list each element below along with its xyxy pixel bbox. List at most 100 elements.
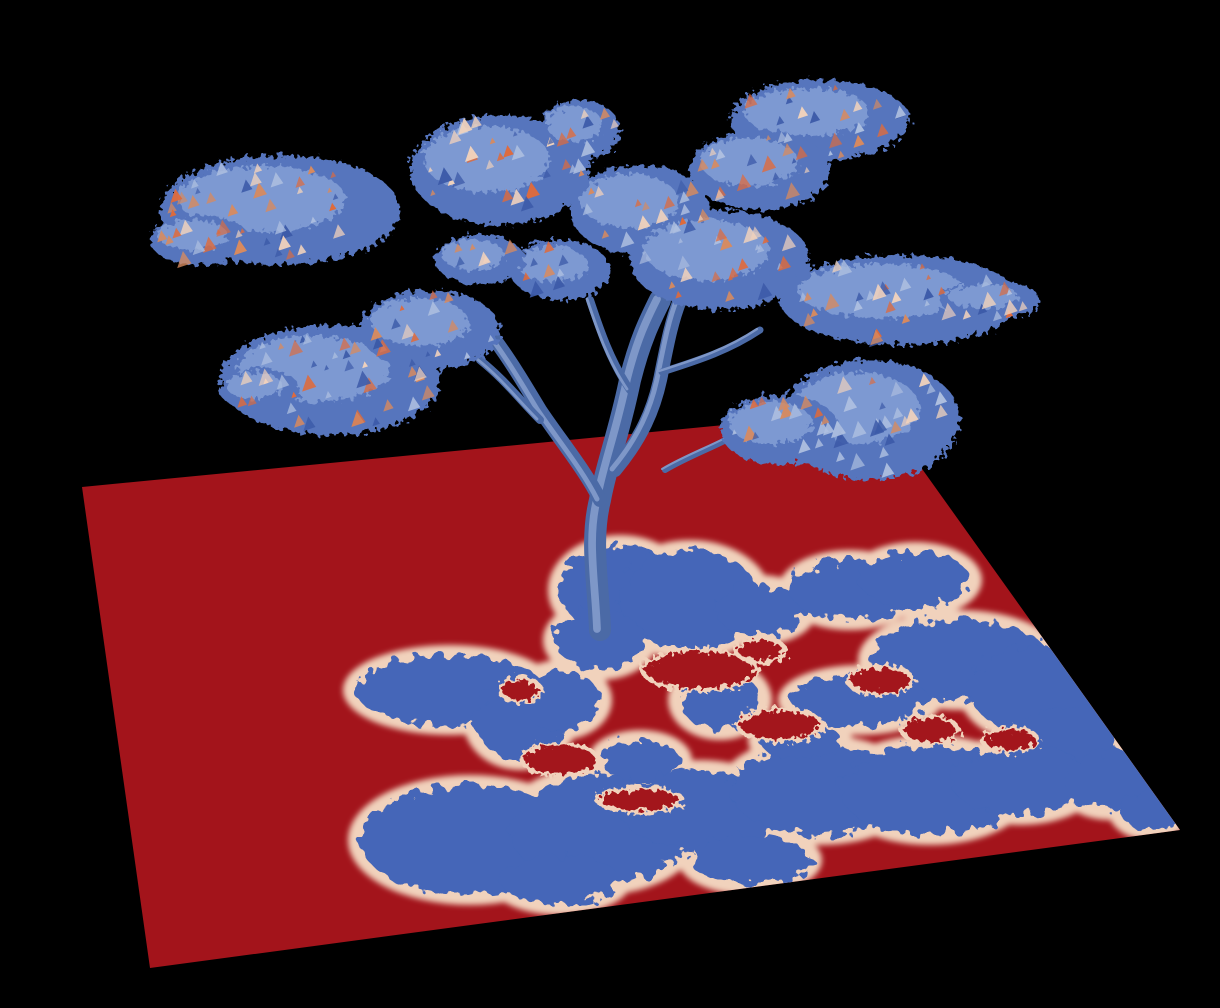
leaf-facet [837, 150, 845, 159]
leaf-facet [620, 231, 635, 248]
leaf-facet [520, 196, 534, 212]
foliage-lit-face [226, 372, 282, 399]
leaf-facet [924, 300, 930, 307]
leaf-facet [746, 154, 757, 167]
leaf-facet [762, 236, 769, 244]
leaf-facet [297, 244, 307, 256]
leaf-facet [216, 162, 228, 176]
tree [150, 80, 1040, 641]
leaf-facet [655, 208, 669, 224]
leaf-facet [776, 116, 785, 126]
leaf-facet [339, 337, 351, 351]
leaf-facet [469, 243, 476, 251]
leaf-facet [401, 323, 415, 340]
leaf-facet [391, 318, 401, 330]
leaf-facet [187, 195, 200, 209]
tree-trunk [475, 289, 764, 641]
leaf-facet [383, 399, 394, 412]
leaf-facet [766, 134, 771, 141]
leaf-facet [253, 163, 263, 174]
leaf-facet [599, 107, 611, 120]
leaf-facet [1018, 301, 1028, 312]
leaf-facet [561, 159, 572, 171]
leaf-facet [344, 360, 355, 372]
leaf-facet [810, 308, 818, 318]
leaf-facet [804, 166, 810, 174]
leaf-facet [332, 352, 339, 360]
leaf-facet [783, 132, 793, 144]
leaf-facet [233, 239, 247, 256]
leaf-facet [165, 235, 174, 246]
leaf-facet [588, 187, 595, 195]
leaf-facet [919, 373, 931, 388]
leaf-facet [176, 191, 188, 205]
leaf-facet [685, 181, 699, 198]
foliage-lit-face [546, 106, 602, 142]
leaf-facet [582, 115, 594, 129]
leaf-facet [778, 255, 791, 272]
leaf-facet [556, 132, 569, 147]
leaf-facet [737, 258, 749, 271]
leaf-facet [581, 140, 596, 157]
tree-branch [658, 326, 764, 376]
leaf-facet [926, 274, 931, 281]
leaf-facet [771, 405, 784, 422]
foliage-lit-face [729, 402, 813, 444]
leaf-facet [274, 220, 287, 235]
leaf-facet [683, 219, 696, 234]
leaf-facet [610, 119, 619, 130]
leaf-facet [303, 334, 312, 345]
leaf-facet [786, 87, 796, 100]
leaf-facet [465, 145, 479, 162]
leaf-facet [294, 414, 305, 428]
leaf-facet [356, 370, 372, 389]
leaf-facet [938, 286, 946, 296]
foliage-lit-face [947, 284, 1018, 308]
leaf-facet [167, 202, 177, 214]
canopy-highlights [157, 84, 1028, 478]
leaf-facet [884, 433, 895, 446]
leaf-facet [372, 417, 380, 427]
leaf-facet [452, 171, 466, 188]
leaf-facet [179, 219, 193, 236]
leaf-facet [714, 189, 725, 202]
leaf-facet [1006, 289, 1013, 296]
leaf-facet [362, 361, 368, 369]
leaf-facet [715, 228, 727, 242]
leaf-facet [235, 229, 243, 239]
leaf-facet [885, 301, 896, 314]
leaf-facet [698, 214, 704, 222]
leaf-facet [307, 165, 316, 175]
leaf-facet [891, 291, 902, 304]
leaf-facet [430, 189, 436, 197]
leaf-facet [464, 352, 471, 360]
leaf-facet [332, 193, 339, 201]
leaf-facet [478, 251, 491, 267]
leaf-facet [489, 137, 496, 145]
leaf-facet [421, 385, 435, 401]
leaf-facet [788, 403, 803, 420]
leaf-facet [302, 374, 317, 392]
leaf-facet [669, 221, 681, 234]
leaf-facet [756, 244, 765, 254]
leaf-facet [172, 227, 182, 239]
leaf-facet [240, 228, 245, 234]
leaf-facet [580, 109, 589, 119]
leaf-facet [772, 172, 780, 181]
leaf-facet [877, 123, 889, 138]
leaf-facet [836, 451, 845, 462]
leaf-facet [716, 148, 726, 161]
leaf-facet [458, 117, 473, 135]
leaf-facet [510, 188, 525, 206]
leaf-facet [720, 235, 733, 251]
leaf-facet [837, 259, 853, 277]
leaf-facet [935, 391, 948, 406]
tree-branch-highlight [585, 297, 629, 391]
leaf-facet [752, 431, 760, 440]
leaf-facet [370, 327, 383, 341]
leaf-facet [522, 272, 530, 281]
leaf-facet [677, 255, 690, 271]
leaf-facet [869, 376, 876, 385]
